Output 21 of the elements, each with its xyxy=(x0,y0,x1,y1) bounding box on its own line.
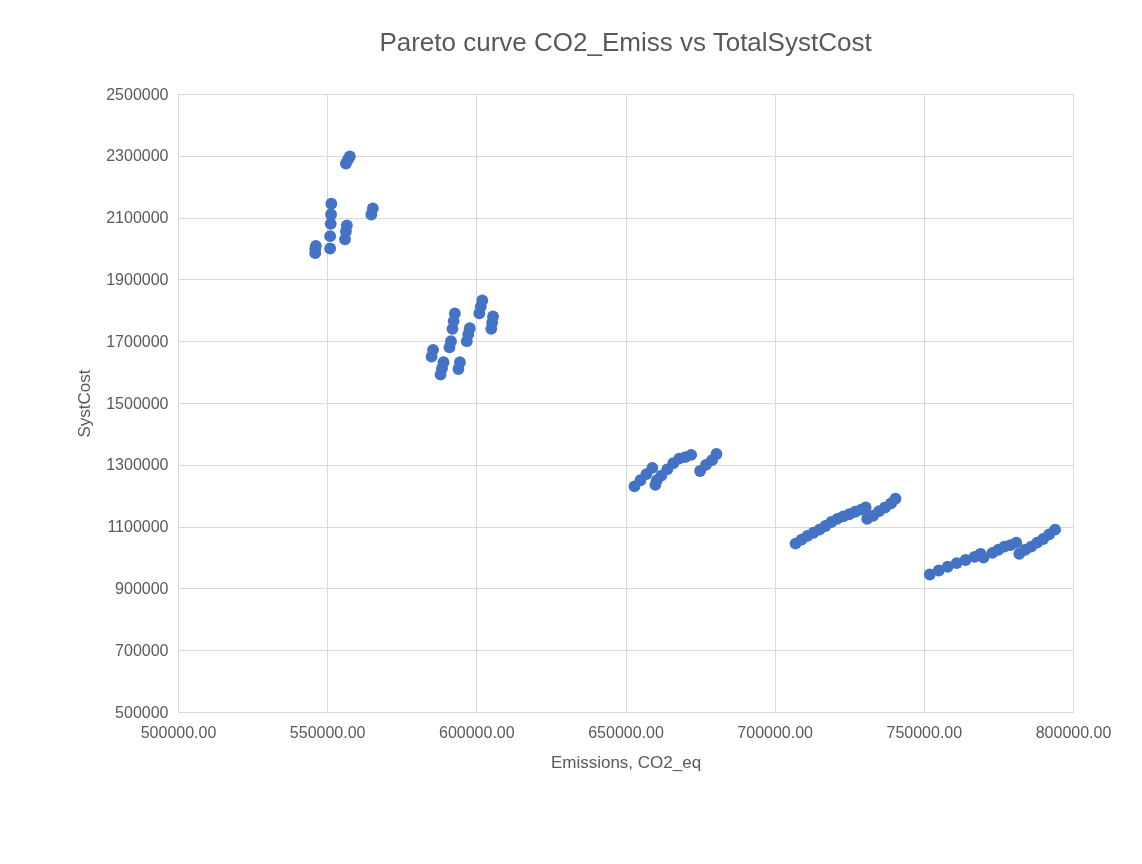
x-axis-title: Emissions, CO2_eq xyxy=(550,752,702,772)
x-tick-label: 500000.00 xyxy=(140,723,217,741)
x-tick-label: 600000.00 xyxy=(439,723,515,741)
y-axis-title: SystCost xyxy=(75,369,95,438)
y-tick-label: 500000 xyxy=(115,703,169,721)
y-tick-label: 1300000 xyxy=(106,456,169,474)
y-tick-label: 2500000 xyxy=(106,85,169,103)
x-tick-label: 650000.00 xyxy=(588,723,664,741)
x-tick-label: 700000.00 xyxy=(737,723,814,741)
y-tick-label: 1100000 xyxy=(107,518,169,536)
y-tick-label: 1900000 xyxy=(106,270,169,288)
y-tick-label: 2300000 xyxy=(106,147,169,165)
chart-title: Pareto curve CO2_Emiss vs TotalSystCost xyxy=(379,27,873,57)
y-tick-label: 1700000 xyxy=(106,332,169,350)
y-tick-label: 700000 xyxy=(115,641,169,659)
y-tick-label: 900000 xyxy=(115,579,169,597)
x-tick-label: 750000.00 xyxy=(886,723,963,741)
y-tick-label: 1500000 xyxy=(106,394,169,412)
y-tick-label: 2100000 xyxy=(106,209,169,227)
x-tick-label: 550000.00 xyxy=(289,723,366,741)
x-tick-label: 800000.00 xyxy=(1035,723,1112,741)
